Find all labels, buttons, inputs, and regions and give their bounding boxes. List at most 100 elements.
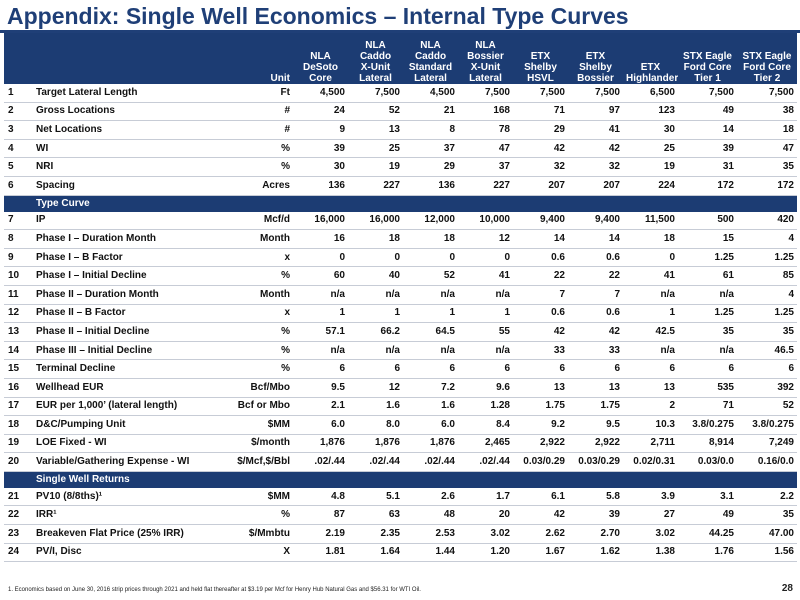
table-row: 13 Phase II – Initial Decline% 57.1 66.2 64.… [4, 322, 797, 342]
row-label: LOE Fixed - WI [33, 434, 232, 454]
value-cell: 7,500 [513, 84, 568, 103]
value-cell: 500 [678, 211, 737, 231]
value-cell: 2,711 [623, 434, 678, 454]
value-cell: 2.1 [293, 397, 348, 417]
row-unit: $MM [232, 487, 293, 507]
row-unit: % [232, 359, 293, 379]
header-num-cell [4, 33, 33, 84]
value-cell: 207 [568, 176, 623, 196]
column-header: NLA DeSoto Core [293, 33, 348, 84]
value-cell: 8.4 [458, 415, 513, 435]
value-cell: 7,500 [348, 84, 403, 103]
row-unit: $/month [232, 434, 293, 454]
value-cell: 0.6 [568, 248, 623, 268]
row-number: 6 [4, 176, 33, 196]
value-cell: n/a [623, 341, 678, 361]
row-unit: $MM [232, 415, 293, 435]
value-cell: 1.62 [568, 543, 623, 563]
table-row: 2 Gross Locations #24 52 21 168 71 97 123 49 38 [4, 102, 797, 122]
value-cell: 42 [513, 322, 568, 342]
value-cell: 41 [458, 266, 513, 286]
value-cell: 12 [458, 229, 513, 249]
table-row: 11 Phase II – Duration Month Month n/a n/a n/… [4, 285, 797, 305]
value-cell: 4,500 [403, 84, 458, 103]
value-cell: 2.70 [568, 524, 623, 544]
value-cell: 6 [623, 359, 678, 379]
value-cell: 2 [623, 397, 678, 417]
value-cell: 14 [513, 229, 568, 249]
value-cell: 7,249 [737, 434, 797, 454]
value-cell: 1.64 [348, 543, 403, 563]
value-cell: 1.75 [568, 397, 623, 417]
row-unit: Acres [232, 176, 293, 196]
value-cell: n/a [348, 285, 403, 305]
table-row: 5 NRI% 30 19 29 37 32 32 19 31 35 [4, 157, 797, 177]
row-unit: % [232, 157, 293, 177]
value-cell: 172 [678, 176, 737, 196]
value-cell: 1.67 [513, 543, 568, 563]
row-label: Phase II – Initial Decline [33, 322, 232, 342]
table-row: 9 Phase I – B Factor x 0 0 0 0 0.6 0.6 0 1.25 1.25 [4, 248, 797, 268]
page-number: 28 [781, 583, 793, 594]
value-cell: 6.0 [293, 415, 348, 435]
value-cell: 0.6 [513, 304, 568, 324]
value-cell: 37 [403, 139, 458, 159]
column-header: ETX Shelby Bossier [568, 33, 623, 84]
value-cell: 40 [348, 266, 403, 286]
value-cell: 0 [458, 248, 513, 268]
value-cell: 42.5 [623, 322, 678, 342]
value-cell: 16 [293, 229, 348, 249]
table-row: 14 Phase III – Initial Decline% n/a n/a n/a n… [4, 341, 797, 361]
section-band: Type Curve [4, 195, 797, 212]
table-row: 8 Phase I – Duration Month Month 16 18 18 12 14… [4, 229, 797, 249]
row-unit: % [232, 341, 293, 361]
value-cell: 2.19 [293, 524, 348, 544]
row-number: 10 [4, 266, 33, 286]
row-number: 15 [4, 359, 33, 379]
value-cell: 35 [737, 157, 797, 177]
column-header: STX Eagle Ford Core Tier 1 [678, 33, 737, 84]
value-cell: 3.8/0.275 [678, 415, 737, 435]
row-number: 12 [4, 304, 33, 324]
value-cell: 32 [568, 157, 623, 177]
row-number: 11 [4, 285, 33, 305]
row-unit: Bcf/Mbo [232, 378, 293, 398]
value-cell: 2,922 [568, 434, 623, 454]
value-cell: 1.25 [737, 248, 797, 268]
value-cell: 6 [403, 359, 458, 379]
value-cell: 0.16/0.0 [737, 452, 797, 472]
row-unit: $/Mmbtu [232, 524, 293, 544]
value-cell: 6,500 [623, 84, 678, 103]
value-cell: 4,500 [293, 84, 348, 103]
value-cell: 78 [458, 120, 513, 140]
value-cell: 1.7 [458, 487, 513, 507]
table-row: 3 Net Locations #9 13 8 78 29 41 30 14 18 [4, 120, 797, 140]
value-cell: 2,465 [458, 434, 513, 454]
value-cell: 1.81 [293, 543, 348, 563]
value-cell: 22 [568, 266, 623, 286]
value-cell: 7 [568, 285, 623, 305]
row-unit: Bcf or Mbo [232, 397, 293, 417]
value-cell: 6 [348, 359, 403, 379]
value-cell: 1 [293, 304, 348, 324]
footnote: 1. Economics based on June 30, 2016 stri… [8, 587, 421, 593]
value-cell: 48 [403, 505, 458, 526]
table-row: 17 EUR per 1,000’ (lateral length) Bcf or … [4, 397, 797, 417]
value-cell: n/a [293, 341, 348, 361]
value-cell: 0 [348, 248, 403, 268]
value-cell: 6 [293, 359, 348, 379]
value-cell: 136 [403, 176, 458, 196]
row-label: Spacing [33, 176, 232, 196]
row-number: 5 [4, 157, 33, 177]
value-cell: 1.75 [513, 397, 568, 417]
value-cell: 11,500 [623, 211, 678, 231]
value-cell: .02/.44 [348, 452, 403, 472]
row-number: 24 [4, 543, 33, 563]
economics-table: Unit NLA DeSoto Core NLA Caddo X-Unit Lateral NL… [4, 33, 797, 563]
row-label: Breakeven Flat Price (25% IRR) [33, 524, 232, 544]
value-cell: 6.0 [403, 415, 458, 435]
value-cell: 227 [348, 176, 403, 196]
row-number: 14 [4, 341, 33, 361]
value-cell: 0 [293, 248, 348, 268]
row-unit: Month [232, 285, 293, 305]
